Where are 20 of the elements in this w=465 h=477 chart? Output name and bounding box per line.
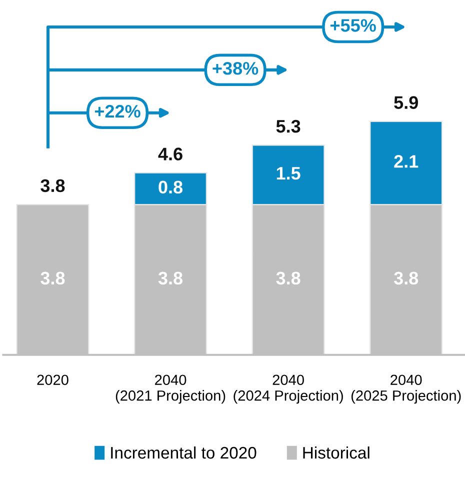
x-tick-label: 2040 (2024 Projection) [234, 374, 343, 404]
data-label: 0.8 [158, 180, 183, 194]
total-label: 5.9 [394, 96, 418, 109]
legend-label: Incremental to 2020 [111, 446, 256, 459]
data-label: 3.8 [394, 272, 418, 285]
total-label: 3.8 [40, 179, 65, 192]
data-label: 1.5 [276, 167, 300, 180]
total-label: 4.6 [158, 148, 182, 160]
data-label: 2.1 [394, 155, 418, 168]
text: +55% [330, 19, 376, 32]
text: +22% [94, 104, 140, 118]
legend-label: Historical [303, 446, 370, 459]
data-label: 3.8 [276, 272, 300, 285]
text: +38% [212, 62, 258, 75]
total-label: 5.3 [276, 120, 300, 133]
data-label: 3.8 [40, 272, 65, 285]
data-label: 3.8 [158, 272, 183, 285]
x-tick-label: 2020 [37, 374, 68, 386]
x-tick-label: 2040 (2021 Projection) [116, 374, 226, 404]
x-tick-label: 2040 (2025 Projection) [351, 374, 461, 404]
